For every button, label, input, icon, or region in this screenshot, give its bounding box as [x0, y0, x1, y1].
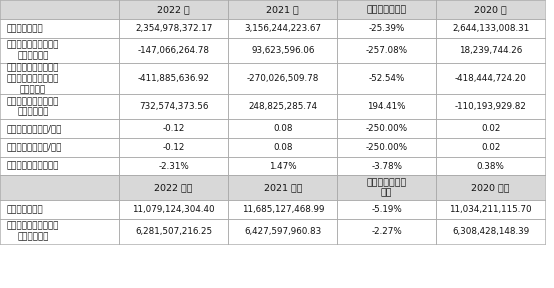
Text: 归属于上市公司股东的
净利润（元）: 归属于上市公司股东的 净利润（元）	[7, 41, 59, 60]
Bar	[436, 0, 545, 19]
Text: 194.41%: 194.41%	[367, 102, 406, 111]
Text: -257.08%: -257.08%	[366, 46, 408, 55]
Text: 2,644,133,008.31: 2,644,133,008.31	[452, 24, 529, 33]
Text: 2020 年末: 2020 年末	[471, 183, 510, 192]
Text: 加权平均净资产收益率: 加权平均净资产收益率	[7, 162, 59, 170]
Text: 3,156,244,223.67: 3,156,244,223.67	[244, 24, 321, 33]
Text: -418,444,724.20: -418,444,724.20	[455, 74, 526, 83]
Text: -250.00%: -250.00%	[366, 124, 408, 133]
Text: 2021 年: 2021 年	[266, 5, 299, 14]
Text: 本年比上年增减: 本年比上年增减	[367, 5, 407, 14]
Text: 营业收入（元）: 营业收入（元）	[7, 24, 43, 33]
Text: -250.00%: -250.00%	[366, 143, 408, 152]
Bar	[436, 175, 545, 200]
Bar	[119, 175, 228, 200]
Text: 基本每股收益（元/股）: 基本每股收益（元/股）	[7, 124, 62, 133]
Text: -2.31%: -2.31%	[158, 162, 189, 170]
Text: 2,354,978,372.17: 2,354,978,372.17	[135, 24, 212, 33]
Bar	[228, 0, 337, 19]
Text: -411,885,636.92: -411,885,636.92	[138, 74, 209, 83]
Text: 经营活动产生的现金流
量净额（元）: 经营活动产生的现金流 量净额（元）	[7, 97, 59, 117]
Text: 11,079,124,304.40: 11,079,124,304.40	[132, 205, 215, 214]
Text: 归属于上市公司股东的
扣除非经常性损益的净
利润（元）: 归属于上市公司股东的 扣除非经常性损益的净 利润（元）	[7, 63, 59, 94]
Text: -2.27%: -2.27%	[371, 227, 402, 236]
Text: -25.39%: -25.39%	[368, 24, 405, 33]
Text: 6,427,597,960.83: 6,427,597,960.83	[244, 227, 321, 236]
Text: 11,685,127,468.99: 11,685,127,468.99	[242, 205, 324, 214]
Text: 2022 年: 2022 年	[157, 5, 190, 14]
Text: -0.12: -0.12	[162, 143, 185, 152]
Text: 6,308,428,148.39: 6,308,428,148.39	[452, 227, 529, 236]
Text: 2020 年: 2020 年	[474, 5, 507, 14]
Text: 6,281,507,216.25: 6,281,507,216.25	[135, 227, 212, 236]
Text: 732,574,373.56: 732,574,373.56	[139, 102, 208, 111]
Text: 0.02: 0.02	[481, 124, 500, 133]
Bar	[0, 175, 119, 200]
Text: -5.19%: -5.19%	[371, 205, 402, 214]
Text: -3.78%: -3.78%	[371, 162, 402, 170]
Bar	[119, 0, 228, 19]
Text: -270,026,509.78: -270,026,509.78	[247, 74, 319, 83]
Text: 2022 年末: 2022 年末	[155, 183, 193, 192]
Text: 0.38%: 0.38%	[476, 162, 505, 170]
Text: 2021 年末: 2021 年末	[264, 183, 302, 192]
Text: 1.47%: 1.47%	[269, 162, 296, 170]
Bar	[337, 0, 436, 19]
Text: 本年末比上年末
增减: 本年末比上年末 增减	[367, 178, 407, 198]
Bar	[0, 0, 119, 19]
Text: 93,623,596.06: 93,623,596.06	[251, 46, 315, 55]
Bar	[337, 175, 436, 200]
Text: 248,825,285.74: 248,825,285.74	[248, 102, 317, 111]
Bar	[228, 175, 337, 200]
Text: 稀释每股收益（元/股）: 稀释每股收益（元/股）	[7, 143, 62, 152]
Text: -0.12: -0.12	[162, 124, 185, 133]
Text: -52.54%: -52.54%	[368, 74, 405, 83]
Text: 0.02: 0.02	[481, 143, 500, 152]
Text: 归属于上市公司股东的
净资产（元）: 归属于上市公司股东的 净资产（元）	[7, 221, 59, 241]
Text: 18,239,744.26: 18,239,744.26	[459, 46, 522, 55]
Text: -147,066,264.78: -147,066,264.78	[138, 46, 209, 55]
Text: 0.08: 0.08	[273, 143, 293, 152]
Text: 11,034,211,115.70: 11,034,211,115.70	[449, 205, 532, 214]
Text: 0.08: 0.08	[273, 124, 293, 133]
Text: 资产总额（元）: 资产总额（元）	[7, 205, 43, 214]
Text: -110,193,929.82: -110,193,929.82	[455, 102, 526, 111]
